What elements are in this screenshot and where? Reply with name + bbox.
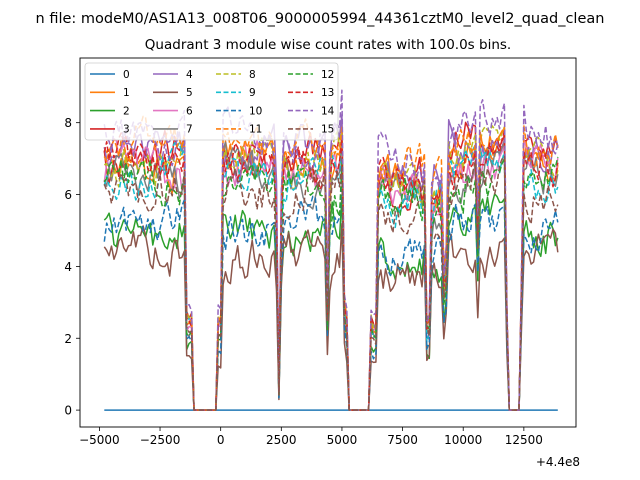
x-tick-label: 0 bbox=[217, 433, 225, 447]
x-tick-label: 7500 bbox=[387, 433, 418, 447]
legend-label-10: 10 bbox=[249, 105, 262, 117]
legend-frame bbox=[84, 62, 339, 141]
series-line-5 bbox=[103, 223, 559, 411]
legend-label-0: 0 bbox=[123, 69, 130, 81]
series-line-9 bbox=[103, 142, 559, 411]
legend-label-14: 14 bbox=[321, 105, 335, 117]
legend-label-7: 7 bbox=[186, 124, 193, 136]
legend-label-6: 6 bbox=[186, 105, 193, 117]
legend-label-8: 8 bbox=[249, 69, 256, 81]
x-tick-label: 2500 bbox=[266, 433, 297, 447]
series-line-15 bbox=[103, 155, 559, 411]
figure-suptitle: n file: modeM0/AS1A13_008T06_9000005994_… bbox=[36, 11, 605, 27]
x-tick-label: −5000 bbox=[79, 433, 120, 447]
legend-label-13: 13 bbox=[321, 87, 334, 99]
legend-label-12: 12 bbox=[321, 69, 334, 81]
x-tick-label: 12500 bbox=[505, 433, 543, 447]
chart-title: Quadrant 3 module wise count rates with … bbox=[145, 37, 511, 53]
series-layer bbox=[103, 89, 559, 411]
y-tick-label: 2 bbox=[64, 332, 72, 346]
legend-label-2: 2 bbox=[123, 105, 130, 117]
x-offset-text: +4.4e8 bbox=[536, 455, 580, 469]
legend-label-4: 4 bbox=[186, 69, 193, 81]
legend-label-15: 15 bbox=[321, 124, 334, 136]
plot-frame bbox=[79, 57, 577, 428]
series-line-8 bbox=[103, 125, 559, 411]
x-tick-label: 5000 bbox=[327, 433, 358, 447]
series-line-13 bbox=[103, 130, 559, 411]
y-tick-label: 8 bbox=[64, 116, 72, 130]
y-tick-label: 0 bbox=[64, 404, 72, 418]
legend-label-1: 1 bbox=[123, 87, 130, 99]
legend-label-9: 9 bbox=[249, 87, 256, 99]
x-axis: −5000 −2500 0 2500 5000 7500 10000 12500 bbox=[79, 427, 543, 447]
series-line-11 bbox=[103, 115, 559, 411]
y-tick-label: 4 bbox=[64, 260, 72, 274]
x-tick-label: −2500 bbox=[140, 433, 181, 447]
legend-label-11: 11 bbox=[249, 124, 262, 136]
x-tick-label: 10000 bbox=[444, 433, 482, 447]
legend-label-5: 5 bbox=[186, 87, 193, 99]
series-line-2 bbox=[103, 193, 559, 411]
series-line-10 bbox=[103, 173, 559, 411]
y-axis: 0 2 4 6 8 bbox=[64, 116, 80, 418]
y-tick-label: 6 bbox=[64, 188, 72, 202]
legend-label-3: 3 bbox=[123, 124, 130, 136]
